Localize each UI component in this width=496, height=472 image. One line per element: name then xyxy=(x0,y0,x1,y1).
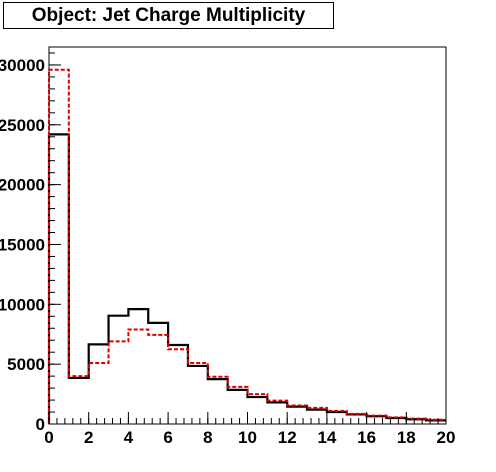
x-tick-label: 8 xyxy=(203,428,212,447)
x-tick-label: 2 xyxy=(84,428,93,447)
y-tick-label: 10000 xyxy=(0,295,45,314)
x-tick-label: 10 xyxy=(238,428,257,447)
x-tick-label: 20 xyxy=(437,428,456,447)
x-tick-label: 12 xyxy=(278,428,297,447)
y-tick-label: 5000 xyxy=(7,355,45,374)
histogram-series-2 xyxy=(48,68,446,424)
y-tick-label: 25000 xyxy=(0,116,45,135)
x-tick-label: 14 xyxy=(317,428,336,447)
x-tick-label: 16 xyxy=(357,428,376,447)
histogram-series-1 xyxy=(47,133,446,424)
y-tick-label: 0 xyxy=(36,415,45,434)
chart-title: Object: Jet Charge Multiplicity xyxy=(3,2,334,29)
y-tick-label: 15000 xyxy=(0,235,45,254)
y-tick-label: 20000 xyxy=(0,176,45,195)
x-tick-label: 6 xyxy=(163,428,172,447)
x-tick-label: 18 xyxy=(397,428,416,447)
plot-frame xyxy=(48,46,447,425)
y-tick-label: 30000 xyxy=(0,56,45,75)
x-tick-label: 4 xyxy=(124,428,134,447)
x-tick-label: 0 xyxy=(44,428,53,447)
